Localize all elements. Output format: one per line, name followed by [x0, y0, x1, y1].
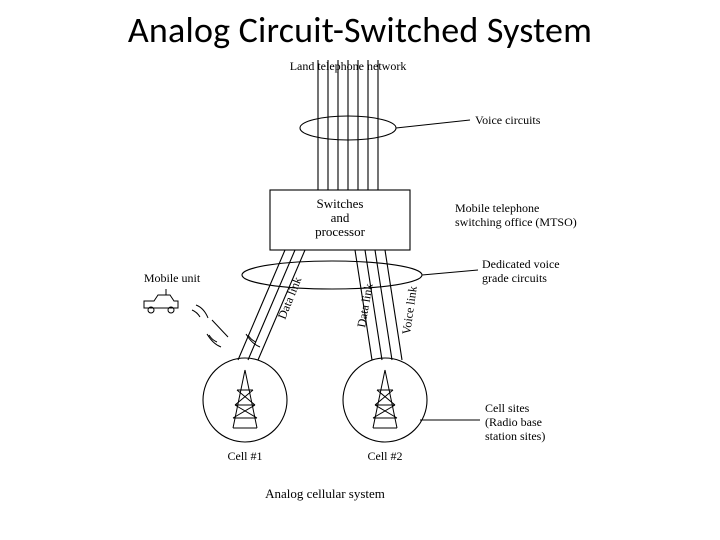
- dedicated-label-line1: Dedicated voice: [482, 257, 560, 271]
- dedicated-leader: [422, 270, 478, 275]
- radio-waves-left: [192, 305, 228, 347]
- switch-box-line1: Switches: [317, 196, 364, 211]
- top-trunk-lines: [318, 60, 378, 190]
- dedicated-circuits-ring: [242, 261, 422, 289]
- car-icon: [144, 289, 178, 313]
- switch-box-line3: processor: [315, 224, 365, 239]
- cell2-tower-icon: [373, 370, 397, 428]
- cell2-label: Cell #2: [368, 449, 403, 463]
- cell1-label: Cell #1: [228, 449, 263, 463]
- data-link-left-label: Data link: [275, 275, 305, 321]
- diagram-caption: Analog cellular system: [265, 486, 385, 501]
- mtso-label-line1: Mobile telephone: [455, 201, 539, 215]
- land-network-label: Land telephone network: [290, 60, 407, 73]
- cell-sites-line1: Cell sites: [485, 401, 530, 415]
- mobile-unit-label: Mobile unit: [144, 271, 201, 285]
- cell-sites-line2: (Radio base: [485, 415, 542, 429]
- diagram-svg: Voice circuits Land telephone network Sw…: [100, 60, 620, 520]
- cell-sites-line3: station sites): [485, 429, 545, 443]
- voice-circuits-leader: [396, 120, 470, 128]
- voice-circuits-label: Voice circuits: [475, 113, 541, 127]
- dedicated-label-line2: grade circuits: [482, 271, 547, 285]
- page-title: Analog Circuit-Switched System: [0, 8, 720, 52]
- switch-box-line2: and: [331, 210, 350, 225]
- mtso-label-line2: switching office (MTSO): [455, 215, 577, 229]
- voice-link-label: Voice link: [399, 285, 420, 335]
- cell1-tower-icon: [233, 370, 257, 428]
- data-link-right-label: Data link: [354, 282, 375, 328]
